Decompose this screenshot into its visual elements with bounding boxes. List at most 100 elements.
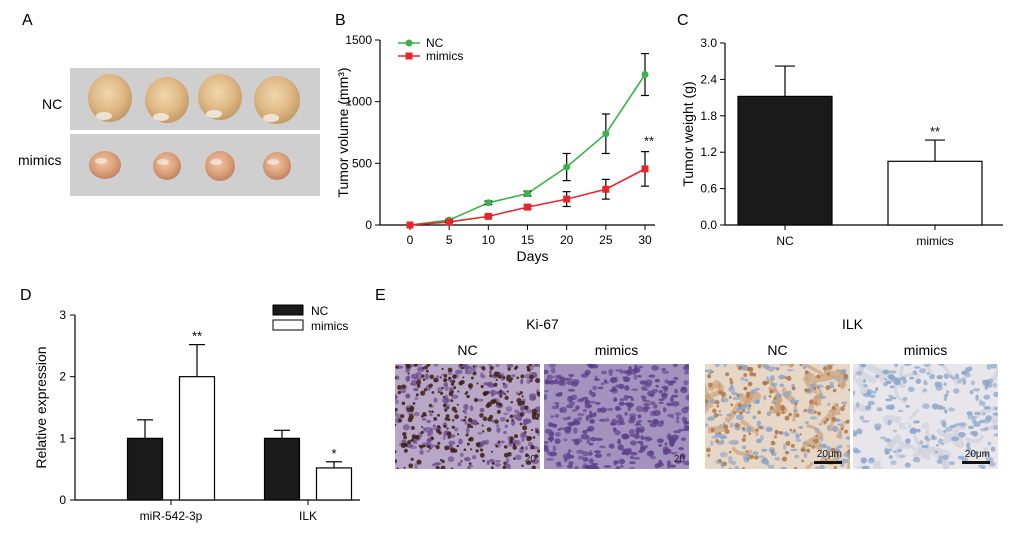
stained-nucleus xyxy=(725,372,730,377)
tumor-nc-4 xyxy=(254,76,300,124)
tissue-nucleus xyxy=(856,371,863,376)
tissue-nucleus xyxy=(711,435,719,439)
tissue-nucleus xyxy=(613,460,617,467)
tissue-nucleus xyxy=(993,391,998,398)
data-point xyxy=(524,190,531,198)
panel-a-letter: A xyxy=(22,12,33,29)
stained-nucleus xyxy=(521,464,524,467)
tissue-nucleus xyxy=(630,398,635,401)
data-point xyxy=(602,185,610,193)
tissue-nucleus xyxy=(547,436,555,441)
stained-nucleus xyxy=(443,424,447,428)
tissue-nucleus xyxy=(620,464,624,468)
tissue-fiber xyxy=(858,370,877,384)
tissue-nucleus xyxy=(902,396,908,401)
chart-c-plot: 0.0 0.6 1.2 1.8 2.4 3.0 Tumor weight (g) NC mimi… xyxy=(680,36,1003,248)
stained-nucleus xyxy=(530,428,534,432)
stained-nucleus xyxy=(442,395,445,399)
stained-nucleus xyxy=(831,405,836,411)
tissue-nucleus xyxy=(753,400,759,405)
tissue-nucleus xyxy=(559,407,563,413)
stained-nucleus xyxy=(493,382,498,387)
stained-nucleus xyxy=(832,388,837,393)
tissue-nucleus xyxy=(615,384,623,389)
data-point xyxy=(484,199,492,207)
tissue-nucleus xyxy=(888,370,897,374)
tissue-nucleus xyxy=(885,398,892,402)
stained-nucleus xyxy=(450,467,454,469)
tissue-nucleus xyxy=(426,419,432,423)
stained-nucleus xyxy=(499,389,502,392)
tissue-nucleus xyxy=(893,429,897,433)
tissue-nucleus xyxy=(683,380,689,386)
x-tick-label: miR-542-3p xyxy=(140,509,203,523)
tissue-nucleus xyxy=(685,364,689,369)
stained-nucleus xyxy=(429,374,434,380)
tissue-nucleus xyxy=(622,433,630,440)
stained-nucleus xyxy=(508,378,513,383)
tissue-nucleus xyxy=(412,441,418,445)
tissue-nucleus xyxy=(617,438,621,445)
tissue-fiber xyxy=(935,427,953,439)
stained-nucleus xyxy=(447,367,453,373)
tissue-nucleus xyxy=(621,451,626,456)
stained-nucleus xyxy=(749,454,754,460)
tumor-mimics-highlight xyxy=(267,159,279,165)
tissue-nucleus xyxy=(680,387,688,394)
stained-nucleus xyxy=(531,415,537,420)
stained-nucleus xyxy=(770,440,776,446)
tissue-nucleus xyxy=(563,438,568,442)
tissue-nucleus xyxy=(551,405,560,410)
stained-nucleus xyxy=(468,462,472,466)
tissue-nucleus xyxy=(395,375,400,380)
tissue-nucleus xyxy=(875,374,880,379)
tissue-nucleus xyxy=(974,411,981,415)
stained-nucleus xyxy=(435,445,440,450)
tissue-nucleus xyxy=(932,436,938,441)
tumor-nc-2 xyxy=(145,77,189,123)
stained-nucleus xyxy=(504,393,507,396)
tissue-nucleus xyxy=(867,404,871,409)
tissue-nucleus xyxy=(580,433,589,440)
tissue-nucleus xyxy=(626,447,633,454)
tissue-nucleus xyxy=(588,442,594,446)
tissue-nucleus xyxy=(670,451,678,455)
scale-label: 20 xyxy=(673,454,685,465)
tissue-nucleus xyxy=(882,369,890,375)
tissue-nucleus xyxy=(752,451,759,456)
stained-nucleus xyxy=(437,413,441,417)
scale-label: 20μm xyxy=(964,449,990,460)
tissue-nucleus xyxy=(895,377,902,383)
tumor-volume-chart: 0 500 1000 1500 0 5 10 15 20 25 30 Days Tumor volume… xyxy=(335,33,655,264)
tissue-nucleus xyxy=(978,419,985,424)
stained-nucleus xyxy=(732,411,736,415)
stained-nucleus xyxy=(431,410,434,414)
chart-b-plot: 0 500 1000 1500 0 5 10 15 20 25 30 Days Tumor volume… xyxy=(335,33,655,264)
tissue-nucleus xyxy=(909,376,915,380)
tissue-fiber xyxy=(923,444,950,469)
tissue-nucleus xyxy=(486,460,491,466)
tissue-nucleus xyxy=(395,399,399,404)
tissue-nucleus xyxy=(718,425,722,428)
data-point xyxy=(641,71,649,79)
tissue-nucleus xyxy=(885,404,893,410)
tissue-nucleus xyxy=(861,419,870,423)
tissue-nucleus xyxy=(511,374,516,377)
stained-nucleus xyxy=(397,418,402,423)
tissue-nucleus xyxy=(577,416,583,421)
stained-nucleus xyxy=(813,438,819,444)
tissue-nucleus xyxy=(803,452,807,459)
stained-nucleus xyxy=(792,428,796,432)
tissue-nucleus xyxy=(611,386,616,392)
tissue-nucleus xyxy=(615,369,620,372)
stained-nucleus xyxy=(757,364,762,369)
stained-nucleus xyxy=(788,412,792,417)
tissue-nucleus xyxy=(951,436,959,441)
tissue-nucleus xyxy=(470,368,477,372)
tissue-nucleus xyxy=(554,432,561,437)
stained-nucleus xyxy=(519,412,524,417)
y-tick-label: 1.2 xyxy=(700,145,717,159)
tissue-nucleus xyxy=(669,464,676,468)
stained-nucleus xyxy=(827,365,833,370)
